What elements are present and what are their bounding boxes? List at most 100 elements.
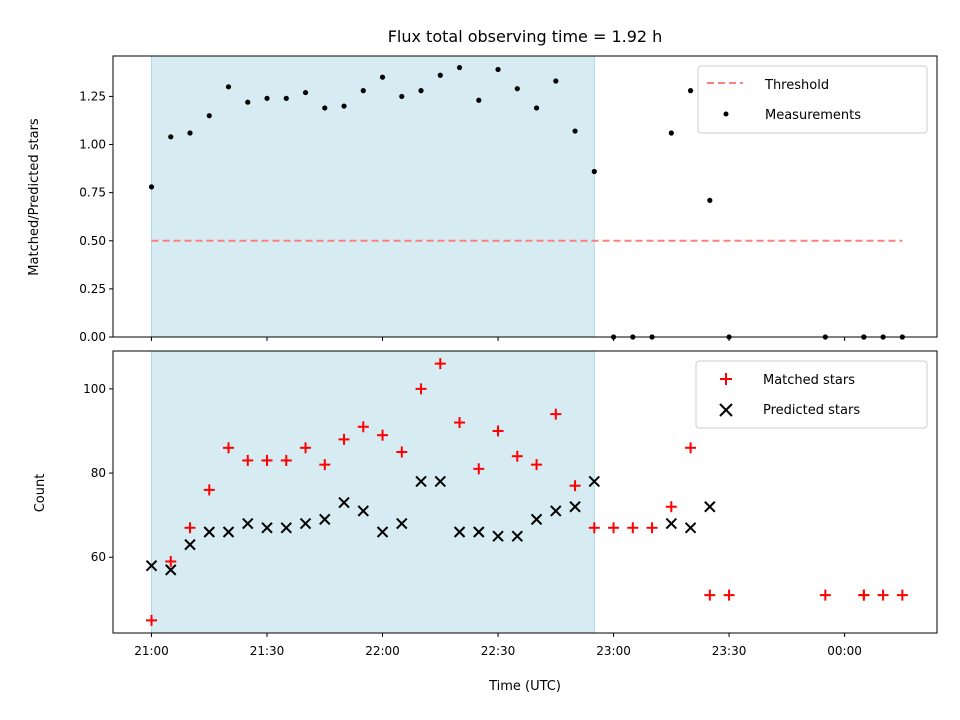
matched-star-marker [896, 589, 908, 601]
predicted-star-marker [453, 526, 466, 538]
bottom-x-tick-label: 21:00 [134, 644, 169, 658]
predicted-star-marker-b [511, 530, 524, 542]
matched-star-marker [377, 429, 389, 441]
bottom-y-tick-label: 80 [91, 466, 106, 480]
matched-star-marker [434, 358, 446, 370]
predicted-star-marker-b [357, 505, 369, 517]
measurement-point [187, 130, 193, 136]
predicted-star-marker [396, 517, 408, 530]
predicted-star-marker [550, 505, 562, 517]
chart-title: Flux total observing time = 1.92 h [388, 27, 663, 46]
matched-star-marker [165, 555, 177, 567]
measurement-point [687, 88, 694, 94]
predicted-star-marker [473, 526, 485, 538]
matched-star-marker [300, 442, 312, 454]
matched-star-marker [511, 450, 523, 462]
matched-star-marker [569, 480, 581, 492]
matched-star-marker [492, 425, 504, 437]
measurement-point [245, 99, 251, 105]
legend-predicted-swatch [719, 403, 733, 417]
matched-star-marker [223, 442, 235, 454]
predicted-star-marker-b [338, 496, 350, 509]
predicted-star-marker-b [434, 475, 446, 488]
predicted-star-marker [299, 517, 312, 530]
predicted-star-marker-b [376, 526, 389, 538]
matched-star-marker [184, 522, 196, 534]
measurement-point [495, 66, 501, 73]
measurements-series [148, 64, 905, 340]
measurement-point [168, 134, 174, 140]
measurement-point [591, 168, 597, 175]
bottom-legend-box [695, 360, 928, 429]
matched-star-marker [146, 614, 158, 626]
predicted-stars-series [145, 475, 716, 576]
matched-star-marker [319, 459, 331, 471]
predicted-star-marker-b [299, 517, 312, 530]
matched-star-marker [473, 463, 485, 475]
measurement-point [514, 86, 520, 92]
measurement-point [322, 105, 328, 111]
bottom-x-axis-ticks: 21:00 21:30 22:00 22:30 23:00 23:30 00:00 [134, 633, 862, 658]
matched-star-marker [588, 522, 600, 534]
predicted-star-marker-b [473, 526, 485, 538]
predicted-star-marker-b [550, 505, 562, 517]
predicted-star-marker [203, 526, 215, 538]
predicted-star-marker [376, 526, 389, 538]
predicted-star-marker [145, 559, 158, 572]
bottom-observing-span [151, 350, 595, 634]
predicted-star-marker-b [261, 522, 273, 534]
matched-star-marker [627, 522, 639, 534]
legend-predicted-label: Predicted stars [763, 403, 860, 418]
matched-star-marker [261, 454, 273, 466]
predicted-star-marker [357, 505, 369, 517]
predicted-star-marker-b [280, 522, 292, 534]
measurement-point [302, 89, 309, 96]
measurement-point [553, 78, 559, 84]
matched-star-marker [819, 589, 831, 601]
measurement-point [668, 130, 674, 136]
top-axes-frame [112, 55, 938, 338]
measurement-point [225, 84, 232, 90]
predicted-star-marker-b [684, 522, 697, 534]
matched-star-marker [646, 522, 658, 534]
predicted-star-marker [569, 501, 581, 513]
bottom-x-tick-label: 23:30 [712, 644, 747, 658]
matched-star-marker [396, 446, 408, 458]
matched-star-marker [338, 433, 350, 445]
predicted-star-marker [434, 475, 446, 488]
predicted-star-marker [530, 513, 543, 526]
predicted-star-marker-b [569, 501, 581, 513]
predicted-star-marker [242, 517, 254, 530]
matched-star-marker [415, 383, 427, 395]
bottom-x-tick-label: 23:00 [596, 644, 631, 658]
predicted-star-marker-b [530, 513, 543, 526]
measurement-point [399, 93, 405, 100]
measurement-point [707, 197, 713, 203]
top-y-tick-label: 1.00 [79, 138, 106, 152]
predicted-star-marker [588, 475, 601, 488]
predicted-star-marker-b [453, 526, 466, 538]
measurement-point [437, 72, 443, 78]
predicted-star-marker-b [492, 530, 504, 542]
top-y-tick-label: 0.25 [79, 282, 106, 296]
measurement-point [476, 97, 482, 103]
measurement-point [264, 95, 270, 101]
matched-star-marker [203, 484, 215, 496]
bottom-y-tick-label: 100 [83, 382, 106, 396]
predicted-star-marker [511, 530, 524, 542]
matched-star-marker [858, 589, 870, 601]
legend-measurements-swatch [723, 111, 729, 117]
predicted-star-marker [261, 522, 273, 534]
matched-star-marker [357, 421, 369, 433]
bottom-x-tick-label: 00:00 [827, 644, 862, 658]
top-y-tick-label: 0.00 [79, 330, 106, 344]
matched-star-marker [665, 501, 677, 513]
x-axis-label: Time (UTC) [488, 679, 561, 694]
top-y-axis-label: Matched/Predicted stars [27, 118, 42, 276]
legend-matched-swatch [720, 373, 732, 385]
predicted-star-marker-b [396, 517, 408, 530]
measurement-point [572, 128, 578, 134]
predicted-star-marker [704, 501, 716, 513]
top-legend: Threshold Measurements [697, 65, 928, 134]
